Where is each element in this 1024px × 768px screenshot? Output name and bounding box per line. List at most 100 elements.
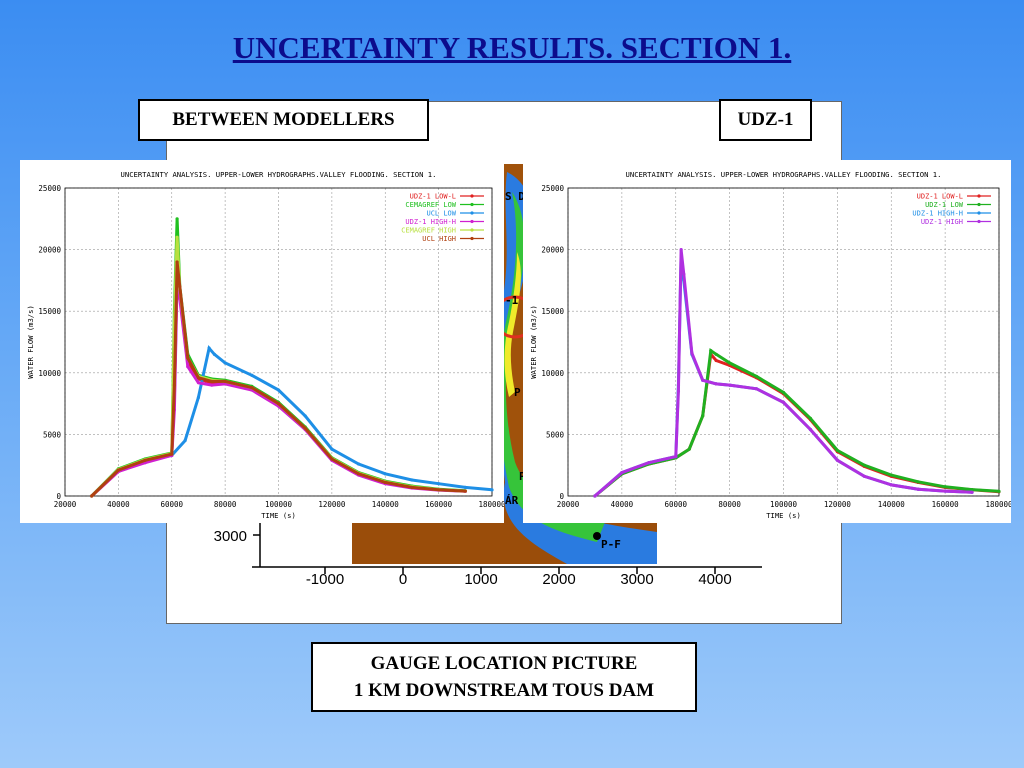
x-tick-label: 80000 <box>214 500 237 509</box>
between-modellers-label: BETWEEN MODELLERS <box>138 99 429 141</box>
map-fragment-3: P <box>514 386 521 399</box>
x-tick-label: 120000 <box>824 500 852 509</box>
legend-entry: UDZ-1 LOW-L <box>917 193 963 201</box>
chart-title: UNCERTAINTY ANALYSIS. UPPER-LOWER HYDROG… <box>626 170 942 179</box>
series-point-3 <box>808 427 813 432</box>
hydrograph-between-modellers: UNCERTAINTY ANALYSIS. UPPER-LOWER HYDROG… <box>20 160 506 523</box>
y-tick-label: 15000 <box>541 307 564 316</box>
y-tick-label: 0 <box>56 492 61 501</box>
series-point-2 <box>207 346 211 350</box>
series-point-3 <box>210 383 214 387</box>
legend-entry: UDZ-1 LOW-L <box>410 193 456 201</box>
series-point-5 <box>90 494 94 498</box>
series-point-3 <box>754 387 759 391</box>
legend-entry: CEMAGREF LOW <box>405 201 456 209</box>
legend-entry: UCL LOW <box>426 210 456 218</box>
series-point-3 <box>916 487 920 491</box>
x-tick-label: 160000 <box>932 500 960 509</box>
series-point-3 <box>970 490 974 494</box>
map-y-tick-label: 3000 <box>214 528 247 545</box>
y-tick-label: 10000 <box>541 369 564 378</box>
series-point-2 <box>250 373 254 377</box>
map-x-tick-label: 3000 <box>620 571 653 588</box>
map-flood-area <box>494 172 657 564</box>
series-point-5 <box>170 452 174 456</box>
x-tick-label: 20000 <box>54 500 77 509</box>
legend-marker <box>977 219 981 224</box>
x-axis-label: TIME (s) <box>261 511 296 520</box>
series-point-3 <box>186 365 190 369</box>
y-tick-label: 5000 <box>546 430 565 439</box>
series-line-2 <box>593 255 973 498</box>
series-point-3 <box>701 378 705 382</box>
udz1-label: UDZ-1 <box>719 99 812 141</box>
series-point-1 <box>754 374 759 379</box>
legend-marker <box>470 236 474 241</box>
legend-entry: UDZ-1 HIGH-H <box>912 210 963 218</box>
series-point-3 <box>647 461 651 465</box>
chart-svg-udz1: UNCERTAINTY ANALYSIS. UPPER-LOWER HYDROG… <box>529 170 1013 520</box>
legend-marker <box>470 202 474 207</box>
series-line-2 <box>90 344 493 498</box>
series-point-3 <box>682 272 686 276</box>
series-point-5 <box>210 379 214 384</box>
x-tick-label: 160000 <box>425 500 453 509</box>
series-point-5 <box>410 485 414 489</box>
chart-svg-between-modellers: UNCERTAINTY ANALYSIS. UPPER-LOWER HYDROG… <box>26 170 506 520</box>
series-point-2 <box>437 482 441 486</box>
map-x-tick-label: 4000 <box>698 571 731 588</box>
hydrograph-udz1: UNCERTAINTY ANALYSIS. UPPER-LOWER HYDROG… <box>523 160 1013 523</box>
series-point-3 <box>714 382 718 386</box>
series-point-1 <box>862 463 866 467</box>
series-point-5 <box>196 376 201 380</box>
map-x-tick-label: 2000 <box>542 571 575 588</box>
series-point-3 <box>196 381 201 385</box>
series-point-2 <box>463 485 467 489</box>
series-point-1 <box>709 349 713 353</box>
gauge-caption: GAUGE LOCATION PICTURE 1 KM DOWNSTREAM T… <box>311 642 697 712</box>
x-tick-label: 100000 <box>265 500 293 509</box>
series-point-5 <box>143 458 147 462</box>
series-point-1 <box>728 361 732 365</box>
series-point-1 <box>889 473 893 477</box>
x-tick-label: 140000 <box>372 500 400 509</box>
series-line-5 <box>90 261 466 498</box>
legend-entry: UDZ-1 HIGH <box>921 218 963 226</box>
series-point-5 <box>356 472 361 476</box>
series-point-3 <box>620 470 624 475</box>
series-point-2 <box>330 447 334 451</box>
map-flood-yellow <box>504 252 521 397</box>
map-x-tick-label: -1000 <box>306 571 344 588</box>
x-tick-label: 40000 <box>611 500 634 509</box>
y-tick-label: 0 <box>559 492 564 501</box>
series-point-1 <box>970 487 974 492</box>
series-line-1 <box>593 347 1000 498</box>
x-tick-label: 120000 <box>318 500 346 509</box>
y-tick-label: 5000 <box>43 430 62 439</box>
x-tick-label: 180000 <box>985 500 1011 509</box>
series-point-2 <box>303 414 307 418</box>
series-point-1 <box>997 489 1001 493</box>
y-tick-label: 25000 <box>38 184 61 193</box>
series-point-1 <box>943 485 947 489</box>
series-point-4 <box>175 235 179 239</box>
series-point-5 <box>178 284 182 289</box>
map-fragment-1: S D <box>505 190 525 203</box>
legend-entry: UDZ-1 HIGH-H <box>405 218 456 226</box>
series-point-1 <box>835 448 839 453</box>
x-tick-label: 60000 <box>664 500 687 509</box>
legend-marker <box>470 211 474 215</box>
map-fragment-4: P <box>519 470 526 483</box>
series-point-5 <box>276 402 281 406</box>
series-point-5 <box>186 356 190 360</box>
series-point-2 <box>356 462 361 466</box>
series-point-2 <box>223 361 227 365</box>
series-point-2 <box>276 388 281 392</box>
series-point-3 <box>679 248 683 252</box>
x-tick-label: 80000 <box>718 500 741 509</box>
series-point-1 <box>714 352 718 356</box>
legend-entry: UCL HIGH <box>422 235 456 243</box>
series-point-2 <box>183 438 187 443</box>
